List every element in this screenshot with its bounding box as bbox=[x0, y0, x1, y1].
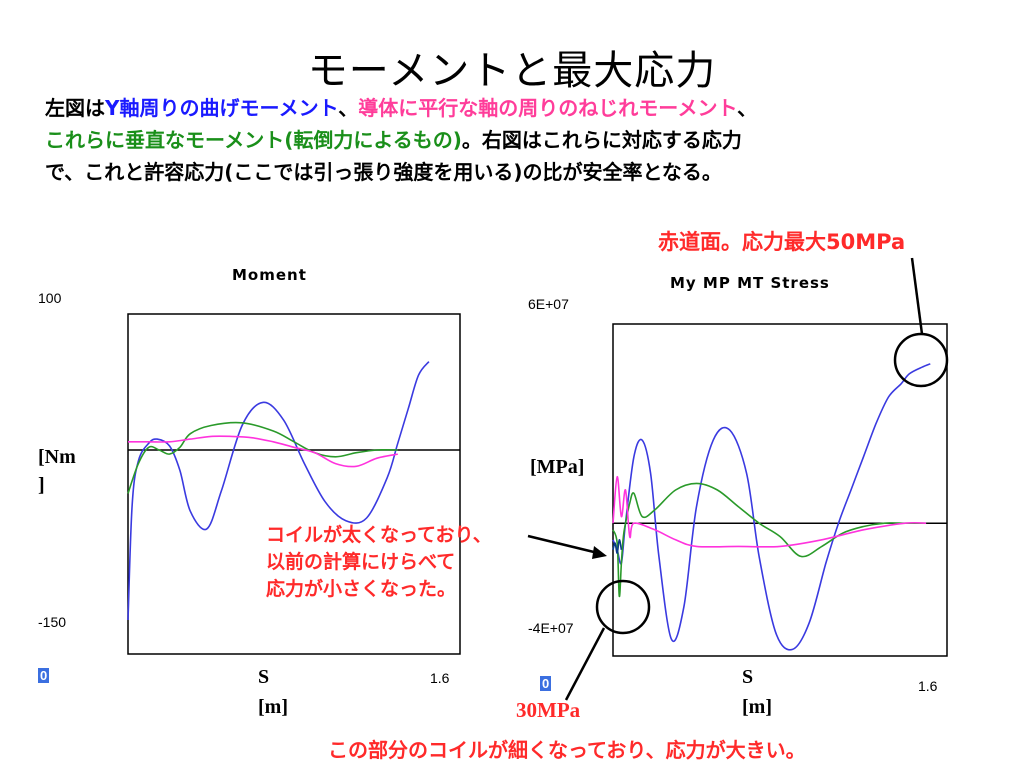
annotation-line: コイルが太くなっており、 bbox=[266, 524, 492, 546]
left-x-left-tick: 0 bbox=[38, 668, 50, 683]
right-y-bottom-tick: -4E+07 bbox=[528, 620, 574, 636]
right-series-line-1 bbox=[612, 482, 927, 598]
right-series-line-3 bbox=[612, 538, 623, 554]
pointer-arrow-head bbox=[592, 546, 607, 559]
left-chart-title: Moment bbox=[232, 266, 307, 284]
intro-paragraph: 左図はY軸周りの曲げモーメント、導体に平行な軸の周りのねじれモーメント、 これら… bbox=[45, 92, 995, 188]
annotation-line: 以前の計算にけらべて bbox=[266, 551, 456, 573]
intro-line-3: で、これと許容応力(ここでは引っ張り強度を用いる)の比が安全率となる。 bbox=[45, 160, 722, 184]
intro-text: 。右図はこれらに対応する応力 bbox=[461, 128, 742, 152]
callout-circle-low bbox=[595, 579, 651, 635]
right-x-left-tick: 0 bbox=[540, 676, 552, 691]
right-x-label-line1: S bbox=[742, 666, 754, 688]
left-x-label-line1: S bbox=[258, 666, 270, 688]
pointer-max bbox=[910, 257, 924, 335]
right-x-label-line2: [m] bbox=[742, 696, 772, 718]
intro-highlight-green: これらに垂直なモーメント(転倒力によるもの) bbox=[45, 128, 462, 152]
right-plot-frame bbox=[612, 323, 948, 657]
pointer-arrow-line bbox=[527, 534, 599, 555]
annotation-thin-coil: この部分のコイルが細くなっており、応力が大きい。 bbox=[328, 738, 806, 762]
left-y-top-tick: 100 bbox=[38, 290, 62, 306]
intro-text: 、 bbox=[737, 96, 758, 120]
left-y-label-line1: [Nm bbox=[38, 446, 76, 468]
intro-line-2: これらに垂直なモーメント(転倒力によるもの)。右図はこれらに対応する応力 bbox=[45, 124, 995, 156]
left-plot-frame bbox=[127, 313, 461, 655]
intro-text: 左図は bbox=[45, 96, 105, 120]
annotation-30mpa: 30MPa bbox=[516, 698, 581, 722]
right-y-top-tick: 6E+07 bbox=[528, 296, 569, 312]
annotation-thick-coil: コイルが太くなっており、 以前の計算にけらべて 応力が小さくなった。 bbox=[266, 522, 492, 603]
right-series-line-2 bbox=[612, 475, 927, 548]
intro-highlight-pink: 導体に平行な軸の周りのねじれモーメント bbox=[358, 96, 738, 120]
intro-line-1: 左図はY軸周りの曲げモーメント、導体に平行な軸の周りのねじれモーメント、 bbox=[45, 92, 995, 124]
left-y-bottom-tick: -150 bbox=[38, 614, 67, 630]
right-x-right-tick: 1.6 bbox=[918, 678, 938, 694]
left-y-label-line2: ] bbox=[38, 474, 45, 496]
right-series-line-0 bbox=[612, 363, 931, 651]
right-chart-title: My MP MT Stress bbox=[670, 274, 830, 292]
left-series-line-1 bbox=[127, 421, 398, 494]
left-series-line-2 bbox=[127, 435, 398, 468]
intro-highlight-blue: Y軸周りの曲げモーメント bbox=[105, 96, 339, 120]
right-y-label: [MPa] bbox=[530, 456, 585, 478]
left-x-right-tick: 1.6 bbox=[430, 670, 450, 686]
right-chart-plot bbox=[612, 323, 948, 657]
slide-title: モーメントと最大応力 bbox=[307, 48, 717, 94]
annotation-line: 応力が小さくなった。 bbox=[266, 578, 457, 600]
left-chart-plot bbox=[127, 313, 461, 655]
pointer-low bbox=[564, 627, 606, 701]
intro-text: 、 bbox=[338, 96, 359, 120]
left-x-label-line2: [m] bbox=[258, 696, 288, 718]
annotation-max-stress: 赤道面。応力最大50MPa bbox=[658, 230, 906, 254]
